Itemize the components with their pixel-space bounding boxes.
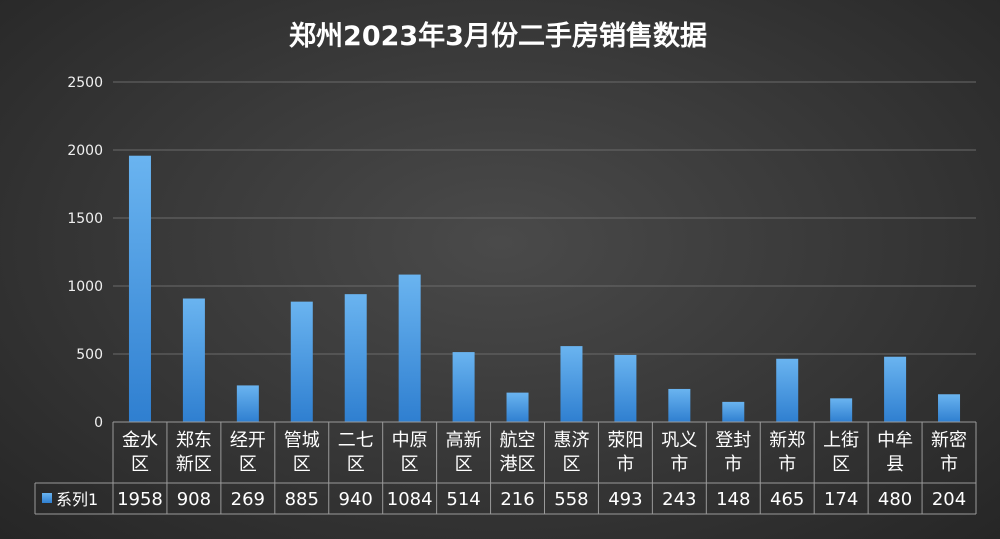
- category-label: 新郑: [769, 430, 805, 451]
- category-label: 区: [455, 454, 473, 475]
- category-label: 上街: [823, 430, 859, 451]
- data-label: 174: [824, 489, 858, 510]
- data-label: 465: [770, 489, 804, 510]
- category-label: 区: [401, 454, 419, 475]
- category-label: 经开: [230, 430, 266, 451]
- category-label: 惠济: [553, 430, 589, 451]
- y-tick-label: 2000: [67, 143, 103, 159]
- data-label: 480: [878, 489, 912, 510]
- category-label: 市: [724, 454, 742, 475]
- bar: [506, 392, 529, 422]
- category-label: 新密: [931, 430, 967, 451]
- data-label: 148: [716, 489, 750, 510]
- y-tick-label: 1000: [67, 279, 103, 295]
- category-label: 中原: [392, 430, 428, 451]
- y-tick-label: 0: [94, 415, 103, 431]
- category-label: 市: [778, 454, 796, 475]
- bar: [614, 354, 637, 422]
- category-label: 区: [239, 454, 257, 475]
- data-label: 1958: [117, 489, 163, 510]
- category-label: 区: [562, 454, 580, 475]
- y-tick-label: 1500: [67, 211, 103, 227]
- category-label: 巩义: [661, 430, 697, 451]
- bar: [830, 398, 853, 422]
- category-label: 市: [940, 454, 958, 475]
- bar: [722, 401, 745, 422]
- bar: [182, 298, 205, 422]
- bar: [452, 352, 475, 422]
- legend-label: 系列1: [56, 490, 98, 509]
- category-label: 荥阳: [607, 430, 643, 451]
- category-label: 登封: [715, 430, 751, 451]
- category-label: 金水: [122, 430, 158, 451]
- chart-title: 郑州2023年3月份二手房销售数据: [289, 20, 707, 52]
- category-label: 区: [131, 454, 149, 475]
- data-label: 204: [932, 489, 966, 510]
- data-label: 514: [446, 489, 480, 510]
- data-label: 269: [231, 489, 265, 510]
- legend-swatch: [42, 493, 52, 503]
- category-label: 县: [886, 454, 904, 475]
- category-label: 区: [293, 454, 311, 475]
- category-label: 高新: [446, 430, 482, 451]
- data-label: 243: [662, 489, 696, 510]
- bar: [668, 388, 691, 422]
- category-label: 市: [670, 454, 688, 475]
- data-label: 940: [339, 489, 373, 510]
- category-label: 市: [616, 454, 634, 475]
- bar: [884, 356, 907, 422]
- gridlines: [113, 81, 976, 423]
- data-label: 885: [285, 489, 319, 510]
- category-label: 航空: [500, 430, 536, 451]
- category-label: 二七: [338, 430, 374, 451]
- y-tick-label: 500: [76, 347, 103, 363]
- bar: [236, 385, 259, 422]
- bar: [560, 346, 583, 422]
- data-label: 493: [608, 489, 642, 510]
- data-label: 216: [500, 489, 534, 510]
- bar: [128, 155, 151, 422]
- data-label: 908: [177, 489, 211, 510]
- bar: [938, 394, 961, 422]
- category-label: 港区: [500, 454, 536, 475]
- category-label: 区: [832, 454, 850, 475]
- bars: [128, 155, 961, 422]
- bar: [776, 358, 799, 422]
- category-label: 新区: [176, 454, 212, 475]
- data-label: 1084: [387, 489, 433, 510]
- data-label: 558: [554, 489, 588, 510]
- category-label: 区: [347, 454, 365, 475]
- category-label: 管城: [284, 430, 320, 451]
- category-label: 中牟: [877, 430, 913, 451]
- bar: [290, 301, 313, 422]
- y-tick-label: 2500: [67, 75, 103, 91]
- y-axis-ticks: 0 500 1000 1500 2000 2500: [67, 75, 103, 431]
- bar: [344, 294, 367, 422]
- bar: [398, 274, 421, 422]
- category-label: 郑东: [176, 430, 212, 451]
